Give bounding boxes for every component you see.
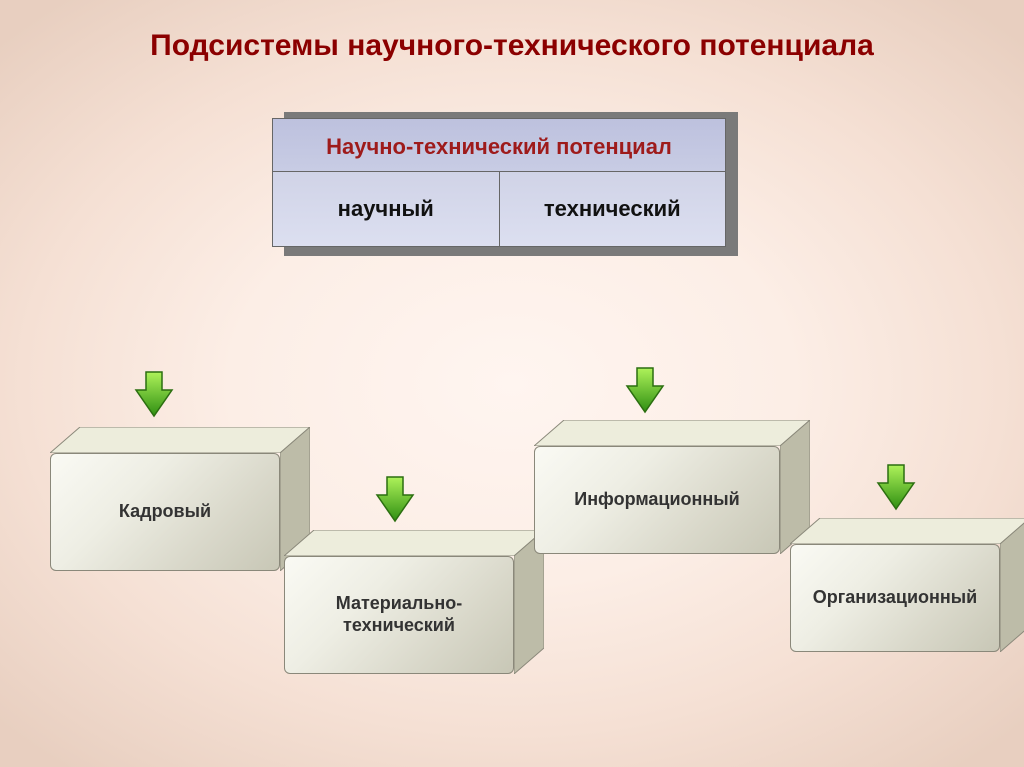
subsystem-block-label: Информационный [574, 489, 739, 511]
top-table: Научно-технический потенциал научный тех… [272, 118, 726, 247]
down-arrow-icon [134, 370, 174, 418]
subsystem-block: Кадровый [50, 427, 310, 571]
subsystem-block-label: Кадровый [119, 501, 211, 523]
top-table-cell-left-text: научный [338, 196, 434, 221]
subsystem-block-front: Материально-технический [284, 556, 514, 674]
down-arrow-icon [375, 475, 415, 523]
top-table-cell-right-text: технический [544, 196, 681, 221]
top-table-cell-left: научный [273, 172, 499, 246]
subsystem-block-front: Организационный [790, 544, 1000, 652]
subsystem-block-front: Информационный [534, 446, 780, 554]
page-title-text: Подсистемы научного-технического потенци… [150, 29, 874, 62]
subsystem-block-label: Организационный [813, 587, 977, 609]
subsystem-block: Информационный [534, 420, 810, 554]
down-arrow-icon [876, 463, 916, 511]
subsystem-block-label: Материально-технический [295, 593, 503, 636]
subsystem-block: Организационный [790, 518, 1024, 652]
top-table-header-text: Научно-технический потенциал [326, 134, 672, 159]
top-table-cell-right: технический [499, 172, 726, 246]
down-arrow-icon [625, 366, 665, 414]
top-table-header: Научно-технический потенциал [273, 119, 725, 172]
page-title: Подсистемы научного-технического потенци… [0, 28, 1024, 64]
top-table-row: научный технический [273, 172, 725, 246]
subsystem-block-front: Кадровый [50, 453, 280, 571]
subsystem-block: Материально-технический [284, 530, 544, 674]
